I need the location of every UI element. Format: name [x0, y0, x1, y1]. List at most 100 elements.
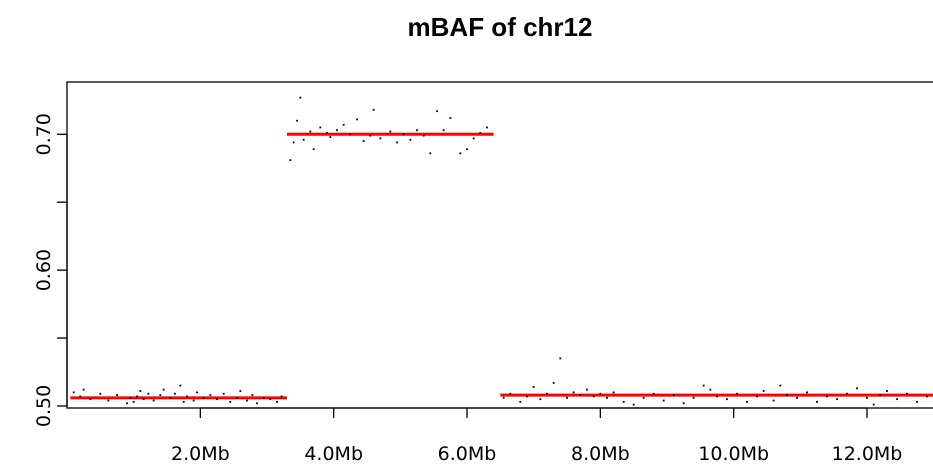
data-point — [319, 126, 322, 129]
data-point — [136, 395, 138, 398]
data-point — [896, 398, 898, 401]
data-point — [546, 392, 548, 395]
data-point — [502, 396, 505, 399]
data-point — [866, 396, 868, 399]
data-point — [356, 118, 358, 121]
data-point — [559, 357, 562, 360]
data-point — [202, 396, 205, 399]
data-point — [349, 133, 352, 136]
data-point — [362, 140, 365, 142]
data-point — [459, 152, 462, 155]
data-point — [709, 388, 712, 391]
y-tick-label: 0.70 — [33, 113, 55, 155]
x-tick-label: 6.0Mb — [438, 443, 497, 465]
data-point — [246, 399, 248, 402]
data-point — [389, 130, 392, 133]
data-point — [552, 381, 555, 384]
data-point — [280, 395, 283, 398]
data-point — [79, 395, 82, 398]
data-point — [599, 392, 602, 395]
data-point — [436, 110, 438, 113]
data-point — [579, 394, 582, 396]
data-point — [159, 394, 162, 396]
data-point — [532, 386, 535, 388]
data-point — [116, 394, 118, 396]
data-point — [539, 398, 542, 401]
data-point — [449, 117, 452, 119]
data-point — [762, 390, 765, 392]
data-point — [879, 394, 882, 396]
data-point — [779, 384, 782, 387]
data-point — [519, 400, 522, 403]
data-point — [746, 400, 748, 403]
x-axis: 2.0Mb 4.0Mb 6.0Mb 8.0Mb 10.0Mb 12.0Mb — [171, 407, 903, 465]
data-point — [846, 392, 848, 395]
data-point — [429, 152, 432, 155]
y-axis: 0.50 0.60 0.70 — [33, 113, 68, 427]
data-point — [129, 396, 132, 399]
data-point — [926, 395, 928, 398]
data-point — [369, 134, 372, 137]
x-tick-label: 12.0Mb — [832, 443, 903, 465]
data-point — [786, 394, 788, 396]
data-point — [509, 392, 512, 395]
data-point — [299, 96, 302, 99]
plot-area — [66, 81, 933, 409]
data-point — [402, 133, 405, 136]
data-point — [72, 391, 75, 394]
data-point — [612, 391, 615, 394]
data-points — [72, 96, 928, 406]
data-point — [182, 400, 185, 403]
data-point — [736, 392, 738, 395]
data-point — [586, 388, 588, 391]
data-point — [82, 388, 85, 391]
data-point — [186, 395, 188, 398]
data-point — [126, 402, 128, 405]
data-point — [236, 396, 238, 399]
data-point — [269, 398, 272, 401]
data-point — [139, 390, 142, 392]
data-point — [162, 388, 165, 391]
data-point — [806, 391, 808, 394]
data-point — [107, 399, 110, 402]
data-point — [222, 392, 225, 395]
segment-lines — [70, 132, 933, 400]
data-point — [216, 398, 218, 401]
data-point — [169, 396, 172, 399]
data-point — [99, 392, 102, 395]
x-tick-label: 10.0Mb — [698, 443, 769, 465]
y-tick-label: 0.60 — [33, 249, 55, 291]
data-point — [192, 399, 195, 402]
data-point — [239, 390, 242, 392]
data-point — [486, 126, 488, 129]
data-point — [142, 398, 145, 401]
data-point — [526, 395, 528, 398]
data-point — [622, 400, 625, 403]
data-point — [309, 130, 312, 133]
data-point — [416, 129, 418, 132]
data-point — [296, 119, 298, 122]
data-point — [292, 141, 295, 144]
data-point — [276, 400, 278, 403]
data-point — [147, 392, 150, 395]
data-point — [174, 392, 176, 395]
data-point — [916, 400, 918, 403]
data-point — [726, 398, 728, 401]
data-point — [772, 399, 775, 402]
data-point — [826, 395, 828, 398]
data-point — [342, 123, 345, 126]
data-point — [409, 138, 412, 141]
data-point — [396, 141, 398, 144]
x-tick-label: 8.0Mb — [571, 443, 630, 465]
data-point — [692, 396, 695, 399]
chart-title: mBAF of chr12 — [408, 12, 593, 42]
data-point — [652, 392, 655, 395]
data-point — [642, 396, 645, 399]
data-point — [756, 395, 758, 398]
data-point — [289, 159, 292, 162]
data-point — [886, 390, 888, 392]
data-point — [682, 402, 685, 405]
data-point — [836, 398, 838, 401]
data-point — [672, 394, 675, 396]
